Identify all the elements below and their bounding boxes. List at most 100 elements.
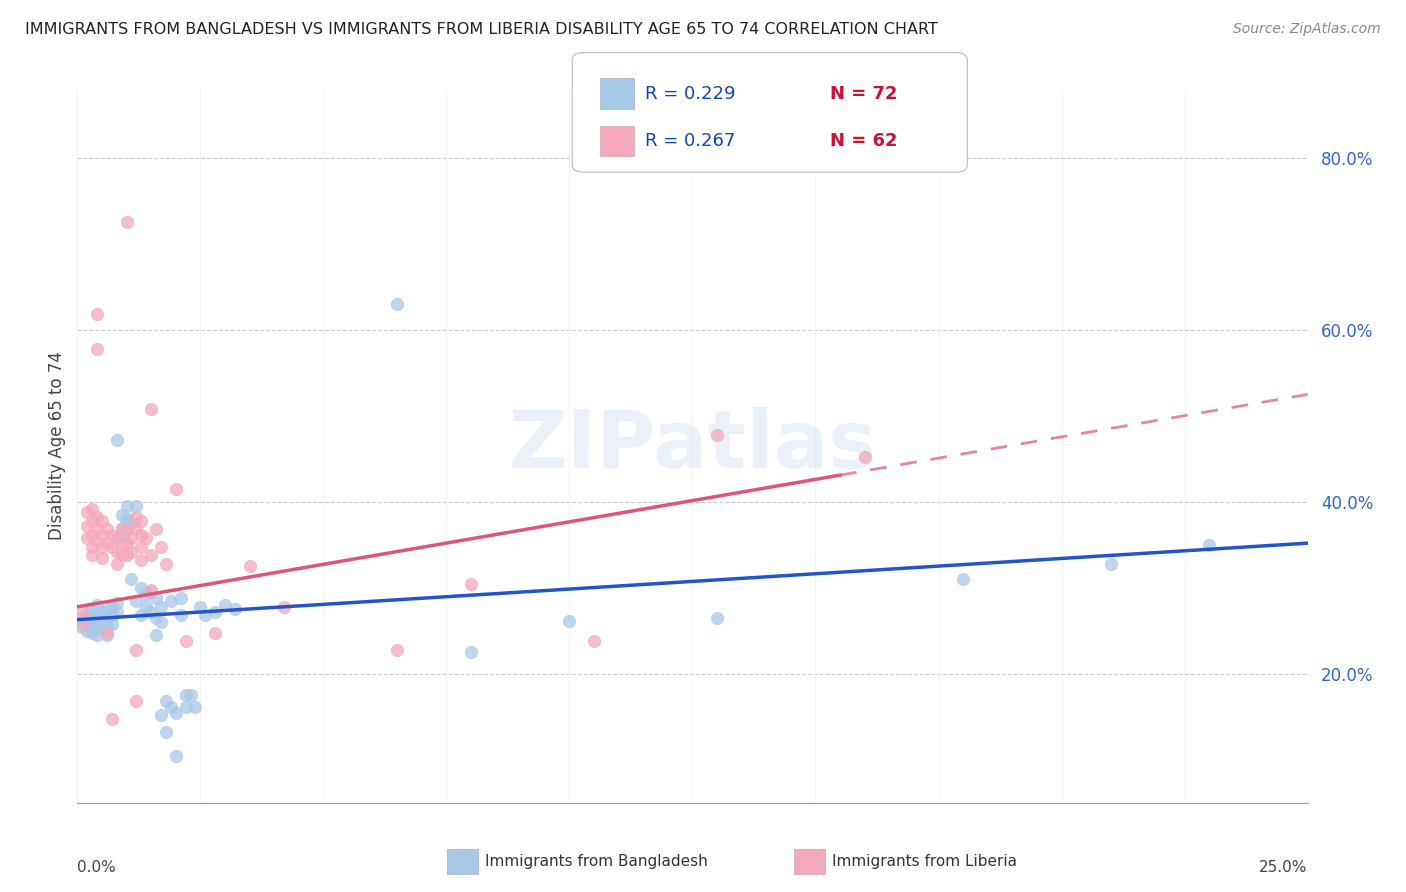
Point — [121, 545, 143, 559]
Point — [82, 501, 104, 516]
Point — [174, 634, 197, 648]
Point — [101, 540, 124, 554]
Point — [706, 427, 728, 442]
Point — [90, 514, 114, 528]
Y-axis label: Disability Age 65 to 74: Disability Age 65 to 74 — [48, 351, 66, 541]
Point — [90, 540, 114, 554]
Point — [70, 605, 93, 619]
Point — [86, 342, 108, 356]
Point — [105, 596, 128, 610]
Point — [165, 748, 187, 763]
Text: 25.0%: 25.0% — [1260, 860, 1308, 875]
Point — [150, 615, 173, 630]
Point — [86, 628, 108, 642]
Point — [111, 521, 132, 535]
Point — [76, 505, 98, 519]
Point — [70, 611, 93, 625]
Point — [204, 625, 226, 640]
Point — [115, 548, 138, 562]
Point — [853, 450, 876, 465]
Point — [385, 297, 409, 311]
Point — [155, 725, 177, 739]
Point — [155, 694, 177, 708]
Text: 0.0%: 0.0% — [77, 860, 117, 875]
Point — [86, 522, 108, 536]
Text: N = 62: N = 62 — [830, 132, 897, 150]
Point — [96, 522, 118, 536]
Point — [101, 527, 124, 541]
Point — [82, 602, 104, 616]
Point — [125, 593, 148, 607]
Point — [86, 510, 108, 524]
Point — [82, 625, 104, 640]
Point — [583, 634, 606, 648]
Point — [115, 522, 138, 536]
Point — [135, 599, 157, 614]
Point — [129, 527, 153, 541]
Point — [82, 527, 104, 541]
Point — [129, 553, 153, 567]
Point — [76, 519, 98, 533]
Point — [96, 536, 118, 550]
Point — [194, 608, 217, 623]
Point — [150, 708, 173, 723]
Point — [460, 645, 482, 659]
Point — [125, 499, 148, 513]
Point — [170, 608, 193, 623]
Point — [160, 593, 183, 607]
Point — [86, 533, 108, 548]
Point — [125, 510, 148, 524]
Point — [101, 712, 124, 726]
Point — [111, 522, 132, 536]
Point — [150, 599, 173, 614]
Point — [115, 215, 138, 229]
Point — [96, 602, 118, 616]
Point — [115, 536, 138, 550]
Point — [129, 608, 153, 623]
Point — [150, 540, 173, 554]
Text: Source: ZipAtlas.com: Source: ZipAtlas.com — [1233, 22, 1381, 37]
Point — [141, 402, 163, 417]
Text: ZIPatlas: ZIPatlas — [509, 407, 876, 485]
Point — [135, 588, 157, 602]
Text: R = 0.229: R = 0.229 — [645, 85, 735, 103]
Point — [115, 512, 138, 526]
Point — [96, 628, 118, 642]
Point — [115, 522, 138, 536]
Point — [86, 308, 108, 322]
Point — [96, 625, 118, 640]
Text: Immigrants from Liberia: Immigrants from Liberia — [832, 855, 1018, 869]
Point — [145, 628, 167, 642]
Point — [105, 433, 128, 447]
Point — [129, 540, 153, 554]
Point — [101, 599, 124, 614]
Point — [145, 591, 167, 606]
Point — [145, 611, 167, 625]
Point — [82, 619, 104, 633]
Point — [105, 545, 128, 559]
Point — [1099, 557, 1122, 571]
Point — [82, 540, 104, 554]
Point — [90, 622, 114, 636]
Point — [90, 527, 114, 541]
Point — [952, 572, 974, 586]
Point — [129, 581, 153, 595]
Point — [174, 689, 197, 703]
Point — [105, 557, 128, 571]
Point — [82, 548, 104, 562]
Point — [86, 608, 108, 623]
Point — [90, 614, 114, 628]
Point — [145, 522, 167, 536]
Point — [224, 602, 246, 616]
Point — [76, 615, 98, 630]
Point — [82, 611, 104, 625]
Point — [125, 694, 148, 708]
Point — [76, 531, 98, 545]
Point — [165, 706, 187, 720]
Point — [165, 482, 187, 496]
Point — [111, 508, 132, 522]
Point — [135, 531, 157, 545]
Point — [111, 536, 132, 550]
Point — [160, 699, 183, 714]
Point — [121, 531, 143, 545]
